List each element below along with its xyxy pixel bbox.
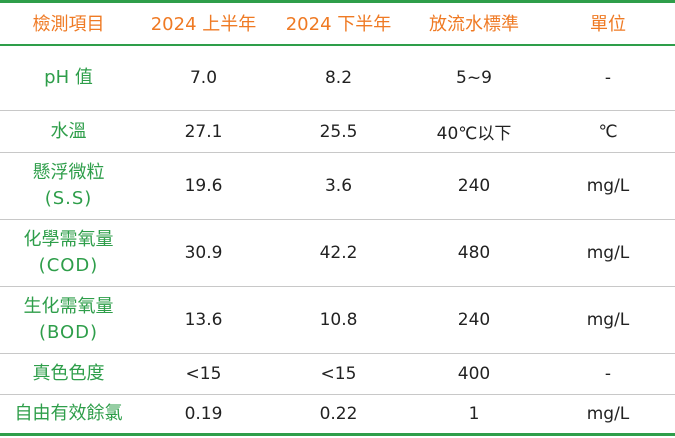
second-half-value: 8.2 — [324, 67, 353, 88]
table-row: pH 值 7.0 8.2 5~9 - — [0, 45, 675, 111]
header-discharge-standard: 放流水標準 — [429, 14, 519, 36]
first-half-value: 13.6 — [184, 310, 223, 330]
test-item-label: 懸浮微粒 — [32, 162, 105, 183]
test-item-label: 自由有效餘氯 — [14, 403, 123, 424]
test-item-cell: pH 值 — [0, 45, 137, 111]
test-item-abbreviation: (COD) — [38, 255, 99, 276]
header-first-half-2024: 2024 上半年 — [150, 14, 257, 36]
second-half-value: 42.2 — [319, 243, 358, 263]
test-item-label: 水溫 — [50, 120, 87, 142]
second-half-value: 0.22 — [319, 404, 358, 424]
standard-value: 5~9 — [456, 67, 492, 88]
standard-value: 480 — [457, 243, 491, 263]
first-half-value: 19.6 — [184, 176, 223, 196]
unit-value: - — [604, 67, 612, 88]
first-half-value: 0.19 — [184, 404, 223, 424]
second-half-value: 3.6 — [324, 176, 353, 196]
table-row: 懸浮微粒 (S.S) 19.6 3.6 240 mg/L — [0, 153, 675, 220]
standard-value: 240 — [457, 310, 491, 330]
header-test-item: 檢測項目 — [32, 14, 105, 36]
test-item-abbreviation: (S.S) — [44, 188, 93, 209]
test-item-cell: 水溫 — [0, 111, 137, 153]
unit-value: mg/L — [586, 243, 630, 263]
standard-value: 400 — [457, 364, 491, 384]
first-half-value: 27.1 — [184, 121, 223, 142]
test-item-label: 生化需氧量 — [23, 296, 114, 317]
standard-value: 40℃以下 — [436, 124, 512, 144]
unit-value: mg/L — [586, 176, 630, 196]
standard-value: 240 — [457, 176, 491, 196]
second-half-value: <15 — [320, 364, 357, 384]
test-item-label: 化學需氧量 — [23, 229, 114, 250]
test-item-cell: 化學需氧量 (COD) — [0, 220, 137, 287]
test-item-label: 真色色度 — [32, 363, 105, 384]
first-half-value: <15 — [185, 364, 222, 384]
table-row: 化學需氧量 (COD) 30.9 42.2 480 mg/L — [0, 220, 675, 287]
unit-value: ℃ — [598, 121, 618, 142]
first-half-value: 30.9 — [184, 243, 223, 263]
second-half-value: 25.5 — [319, 121, 358, 142]
test-item-abbreviation: (BOD) — [38, 322, 99, 343]
test-item-label: pH 值 — [44, 66, 93, 88]
test-item-cell: 生化需氧量 (BOD) — [0, 287, 137, 354]
header-row: 檢測項目 2024 上半年 2024 下半年 放流水標準 單位 — [0, 1, 675, 45]
header-second-half-2024: 2024 下半年 — [285, 14, 392, 36]
unit-value: mg/L — [586, 310, 630, 330]
standard-value: 1 — [468, 404, 480, 424]
table-body: pH 值 7.0 8.2 5~9 - 水溫 27.1 25.5 40℃以下 ℃ … — [0, 45, 675, 435]
table-header: 檢測項目 2024 上半年 2024 下半年 放流水標準 單位 — [0, 1, 675, 45]
table-row: 水溫 27.1 25.5 40℃以下 ℃ — [0, 111, 675, 153]
test-item-cell: 真色色度 — [0, 354, 137, 395]
first-half-value: 7.0 — [189, 67, 218, 88]
second-half-value: 10.8 — [319, 310, 358, 330]
test-item-cell: 自由有效餘氯 — [0, 395, 137, 435]
unit-value: - — [604, 364, 612, 384]
unit-value: mg/L — [586, 404, 630, 424]
test-item-cell: 懸浮微粒 (S.S) — [0, 153, 137, 220]
table-row: 生化需氧量 (BOD) 13.6 10.8 240 mg/L — [0, 287, 675, 354]
header-unit: 單位 — [590, 14, 626, 36]
table-row: 自由有效餘氯 0.19 0.22 1 mg/L — [0, 395, 675, 435]
table-row: 真色色度 <15 <15 400 - — [0, 354, 675, 395]
